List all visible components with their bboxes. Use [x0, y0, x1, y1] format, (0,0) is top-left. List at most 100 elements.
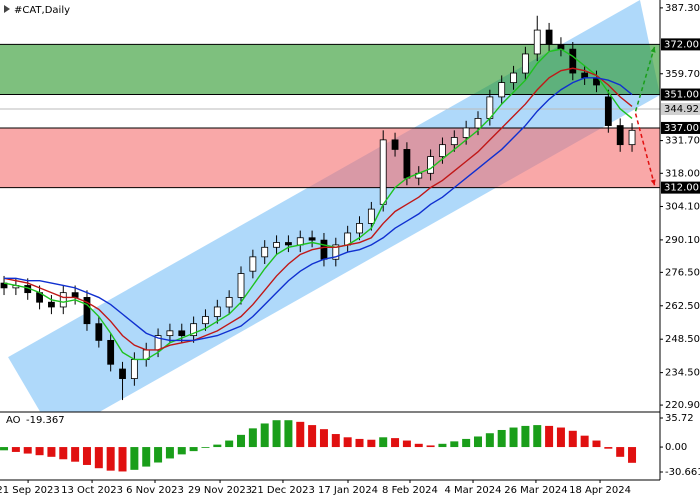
ao-bar	[533, 425, 542, 448]
ao-bar	[213, 444, 222, 448]
ao-bar	[545, 425, 554, 448]
chart-title: #CAT,Daily	[14, 5, 70, 16]
x-tick-label: 21 Sep 2023	[0, 485, 60, 496]
ao-bar	[94, 447, 103, 469]
level-tag	[661, 38, 700, 51]
candle-body	[178, 330, 186, 337]
candle-body	[48, 301, 55, 308]
x-tick-label: 13 Oct 2023	[61, 485, 123, 496]
ao-bar	[379, 437, 388, 448]
ao-bar	[485, 433, 494, 448]
candle-body	[474, 117, 482, 129]
ao-bar	[11, 447, 20, 452]
zone	[0, 127, 660, 188]
x-tick-label: 6 Nov 2023	[126, 485, 184, 496]
candle-body	[202, 316, 209, 325]
candle-body	[107, 339, 115, 365]
ao-bar	[355, 438, 364, 448]
ao-bar	[521, 425, 530, 448]
candle-body	[427, 156, 434, 174]
zone	[0, 44, 660, 95]
ao-bar	[35, 447, 44, 456]
ao-bar	[450, 441, 459, 448]
ao-bar	[0, 447, 9, 451]
candle-body	[521, 53, 529, 74]
y-tick-label: 290.10	[665, 235, 700, 246]
ao-bar	[497, 429, 506, 448]
ao-bar	[248, 428, 257, 448]
x-tick-label: 21 Dec 2023	[251, 485, 315, 496]
ao-panel	[0, 420, 637, 472]
ao-bar	[47, 447, 56, 457]
ao-bar	[260, 423, 269, 448]
ao-bar	[154, 447, 163, 463]
candle-body	[628, 129, 636, 146]
candle-body	[119, 368, 126, 379]
ao-bar	[284, 420, 293, 448]
last-price-tag	[661, 103, 700, 116]
forecast-arrow	[634, 113, 656, 186]
ao-bar	[628, 447, 637, 463]
ao-bar	[201, 447, 210, 448]
ao-bar	[580, 435, 589, 448]
candle-body	[237, 273, 245, 298]
y-tick-label: 220.90	[665, 400, 700, 411]
candle-body	[71, 292, 79, 298]
level-label: 372.00	[664, 39, 699, 50]
candle-body	[533, 29, 541, 55]
ao-bar	[414, 443, 423, 448]
overlay: 387.30 359.70 331.70 318.00 304.10 290.10 276.…	[0, 3, 700, 496]
ao-bar	[272, 420, 281, 448]
candle-body	[95, 323, 103, 341]
ao-bar	[391, 438, 400, 448]
candle-body	[545, 29, 553, 45]
candle-body	[557, 43, 565, 50]
arrow-head	[650, 46, 656, 53]
arrow-head	[650, 179, 656, 186]
candle-body	[569, 48, 577, 74]
ao-bar	[237, 434, 246, 448]
moving-average	[3, 67, 633, 351]
candle-body	[190, 323, 198, 337]
candle-body	[391, 139, 399, 150]
ao-bar	[367, 439, 376, 448]
candle-body	[403, 149, 411, 179]
candle-body	[450, 137, 458, 146]
ao-tick-label: 35.72	[665, 413, 694, 424]
candle-body	[356, 223, 363, 234]
level-label: 337.00	[664, 123, 699, 134]
level-label: 312.00	[664, 183, 699, 194]
candle-body	[285, 242, 292, 246]
ao-bar	[296, 421, 305, 448]
x-tick-label: 4 Mar 2024	[444, 485, 501, 496]
candle-body	[249, 256, 257, 272]
y-tick-label: 248.50	[665, 334, 700, 345]
x-tick-label: 17 Jan 2024	[318, 485, 378, 496]
trend-channel	[8, 0, 660, 412]
ao-tick-label: 0.00	[665, 442, 687, 453]
ao-bar	[402, 440, 411, 448]
ao-bar	[319, 429, 328, 448]
ao-value: -19.367	[26, 415, 65, 426]
ao-tick-label: -30.661	[665, 467, 700, 478]
ao-bar	[130, 447, 139, 470]
x-tick-label: 18 Apr 2024	[569, 485, 631, 496]
candle-body	[130, 359, 138, 379]
candle-body	[59, 292, 67, 308]
x-tick-label: 8 Feb 2024	[382, 485, 438, 496]
candle-body	[308, 237, 316, 241]
y-tick-label: 331.70	[665, 136, 700, 147]
candle-body	[367, 208, 375, 224]
candle-body	[439, 144, 446, 157]
ao-bar	[142, 447, 151, 467]
candle-body	[225, 297, 233, 308]
level-tag	[661, 121, 700, 134]
ao-bar	[438, 443, 447, 448]
x-tick-label: 29 Nov 2023	[188, 485, 252, 496]
ao-bar	[616, 447, 625, 457]
ao-bar	[308, 425, 317, 448]
ao-bar	[473, 436, 482, 448]
candle-body	[510, 72, 517, 83]
candle-body	[604, 96, 612, 126]
